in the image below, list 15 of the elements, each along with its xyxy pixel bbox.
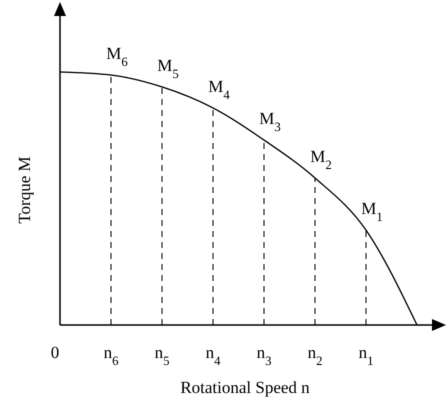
- annotation: M$_{4}$: [208, 76, 230, 102]
- annotation: M$_{5}$: [157, 56, 179, 81]
- x-axis-title: Rotational Speed n: [180, 378, 310, 397]
- annotation: M$_{2}$: [310, 147, 332, 172]
- x-tick-label: n$_{4}$: [206, 343, 222, 368]
- annotation: M$_{6}$: [106, 44, 128, 70]
- x-tick-label: n$_{5}$: [154, 343, 170, 368]
- annotation: M$_{3}$: [259, 109, 281, 134]
- y-axis-title: Torque M: [15, 156, 34, 224]
- x-tick-label: 0: [50, 343, 60, 362]
- x-tick-label: n$_{2}$: [308, 343, 322, 368]
- x-tick-label: n$_{3}$: [256, 343, 272, 368]
- x-tick-label: n$_{6}$: [104, 343, 118, 368]
- annotation: M$_{1}$: [361, 199, 383, 224]
- x-tick-label: n$_{1}$: [358, 343, 374, 368]
